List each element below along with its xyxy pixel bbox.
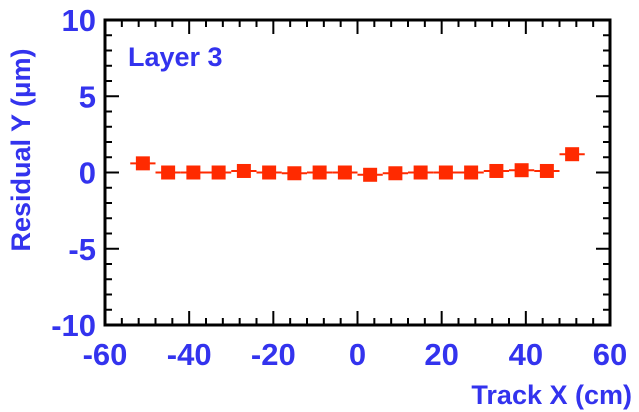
data-point <box>337 165 352 180</box>
data-point <box>464 165 479 180</box>
y-tick-label: 10 <box>62 3 96 38</box>
data-point <box>565 147 580 162</box>
data-point <box>186 165 201 180</box>
x-tick-label: 0 <box>349 337 366 372</box>
x-tick-label: 60 <box>593 337 627 372</box>
y-tick-label: -5 <box>68 232 96 267</box>
x-tick-labels: -60 -40 -20 0 20 40 60 <box>83 337 628 372</box>
data-point <box>262 165 277 180</box>
data-point <box>438 165 453 180</box>
plot-frame <box>103 18 612 327</box>
data-markers <box>130 147 585 182</box>
x-axis-title: Track X (cm) <box>471 380 632 410</box>
x-tick-label: 40 <box>509 337 543 372</box>
data-point <box>236 163 251 178</box>
data-point <box>312 165 327 180</box>
layer-annotation: Layer 3 <box>128 42 223 72</box>
data-point <box>161 165 176 180</box>
data-point <box>363 167 378 182</box>
data-point <box>388 166 403 181</box>
data-point <box>413 165 428 180</box>
data-point <box>211 165 226 180</box>
x-tick-label: -60 <box>83 337 128 372</box>
data-point <box>514 163 529 178</box>
x-tick-label: 20 <box>424 337 458 372</box>
y-tick-label: 5 <box>79 79 96 114</box>
y-axis-title: Residual Y (μm) <box>6 48 36 251</box>
x-tick-label: -20 <box>251 337 296 372</box>
data-point <box>287 166 302 181</box>
x-tick-label: -40 <box>167 337 212 372</box>
data-point <box>489 163 504 178</box>
y-tick-labels: -10 -5 0 5 10 <box>51 3 96 343</box>
data-point <box>135 156 150 171</box>
y-tick-label: -10 <box>51 308 96 343</box>
y-tick-label: 0 <box>79 156 96 191</box>
data-point <box>539 163 554 178</box>
